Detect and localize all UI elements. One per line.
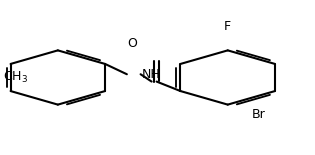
Text: Br: Br <box>252 108 266 121</box>
Text: O: O <box>128 37 138 50</box>
Text: NH: NH <box>142 68 161 81</box>
Text: F: F <box>224 20 231 33</box>
Text: CH$_3$: CH$_3$ <box>3 70 28 85</box>
